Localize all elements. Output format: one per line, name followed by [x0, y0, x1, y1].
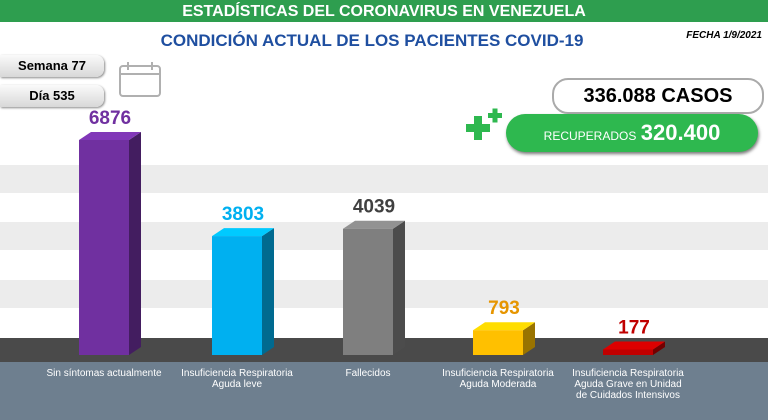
bar-side [262, 228, 274, 355]
bar [343, 228, 393, 355]
category-label: Fallecidos [345, 368, 391, 379]
bar [79, 140, 129, 355]
value-label: 3803 [222, 204, 264, 225]
week-badge: Semana 77 [0, 55, 104, 77]
title: ESTADÍSTICAS DEL CORONAVIRUS EN VENEZUEL… [182, 1, 586, 20]
bar-side [393, 220, 405, 355]
plus-icons [466, 108, 502, 140]
date: FECHA 1/9/2021 [686, 30, 762, 41]
value-label: 4039 [353, 197, 395, 218]
category-label: Insuficiencia Respiratoria Aguda Grave e… [572, 368, 684, 401]
category-label: Sin síntomas actualmente [46, 368, 162, 379]
subtitle: CONDICIÓN ACTUAL DE LOS PACIENTES COVID-… [161, 31, 584, 50]
bar [603, 349, 653, 355]
calendar-icon [119, 62, 161, 97]
bar-top [343, 220, 405, 229]
bar-top [473, 322, 535, 331]
category-label: Insuficiencia Respiratoria Aguda Moderad… [442, 368, 554, 390]
cases-badge: 336.088 CASOS [552, 78, 764, 114]
bar-top [212, 228, 274, 237]
bar-side [523, 322, 535, 355]
category-label: Insuficiencia Respiratoria Aguda leve [181, 368, 293, 390]
bar [212, 236, 262, 355]
bar-side [653, 341, 665, 355]
value-label: 793 [488, 298, 520, 319]
label-band [0, 362, 768, 420]
day-badge: Día 535 [0, 85, 104, 107]
bar-top [79, 132, 141, 140]
recovered-value: 320.400 [640, 120, 721, 145]
value-label: 177 [618, 317, 650, 338]
bar-top [603, 341, 665, 350]
header-band [0, 0, 768, 22]
bar-side [129, 132, 141, 355]
value-label: 6876 [89, 108, 131, 129]
bar [473, 330, 523, 355]
recovered-label: RECUPERADOS [543, 129, 637, 143]
recovered-badge: RECUPERADOS 320.400 [506, 114, 758, 152]
